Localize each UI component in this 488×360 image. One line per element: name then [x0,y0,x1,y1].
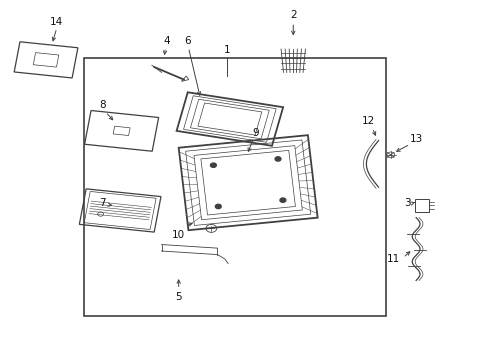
Circle shape [210,163,216,167]
Bar [83,58,385,316]
Text: 1: 1 [224,45,230,55]
Text: 2: 2 [289,10,296,21]
Text: 5: 5 [175,292,182,302]
Bar [414,199,428,212]
Circle shape [215,204,221,208]
Text: 3: 3 [403,198,409,208]
Text: 10: 10 [172,230,185,240]
Text: 7: 7 [99,198,105,208]
Text: 6: 6 [184,36,190,45]
Circle shape [280,198,285,202]
Text: 14: 14 [50,17,63,27]
Text: 8: 8 [99,100,105,110]
Text: 9: 9 [251,128,258,138]
Text: 12: 12 [362,116,375,126]
Text: 11: 11 [386,254,400,264]
Circle shape [275,157,281,161]
Text: 4: 4 [163,36,169,45]
Text: 13: 13 [409,134,423,144]
